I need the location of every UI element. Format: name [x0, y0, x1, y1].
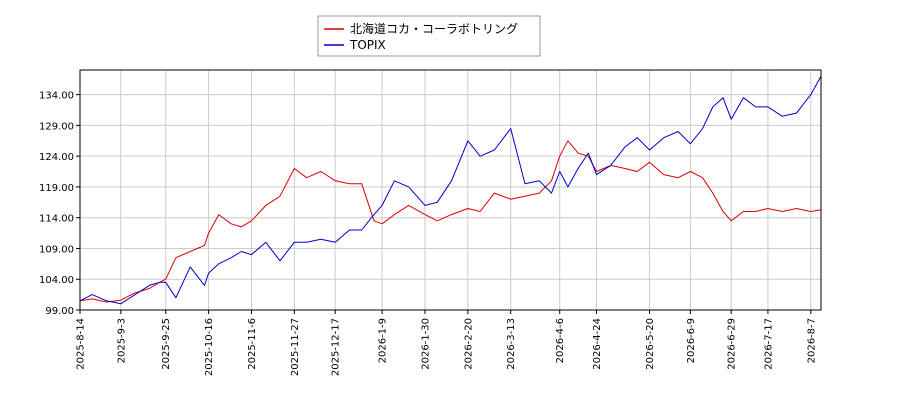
- x-tick-label: 2026-3-13: [506, 318, 517, 370]
- y-tick-label: 129.00: [39, 121, 74, 132]
- legend: 北海道コカ・コーラボトリング TOPIX: [317, 15, 541, 57]
- series-line-hokkaido: [79, 140, 822, 303]
- y-tick-label: 119.00: [39, 183, 74, 194]
- x-tick-label: 2026-4-24: [592, 318, 603, 370]
- x-tick-label: 2025-9-25: [161, 318, 172, 370]
- x-axis: 2025-8-14 2025-9-3 2025-9-25 2025-10-16 2025…: [76, 310, 817, 376]
- x-tick-label: 2025-9-3: [116, 318, 127, 363]
- y-tick-label: 134.00: [39, 91, 74, 102]
- x-tick-label: 2026-6-29: [727, 318, 738, 370]
- y-tick-label: 124.00: [39, 152, 74, 163]
- x-tick-label: 2025-12-17: [331, 318, 342, 376]
- x-tick-label: 2026-5-20: [645, 318, 656, 370]
- legend-label-topix: TOPIX: [349, 38, 386, 52]
- y-tick-label: 99.00: [45, 306, 74, 317]
- x-tick-label: 2026-2-20: [463, 318, 474, 370]
- x-tick-label: 2025-11-27: [290, 318, 301, 376]
- grid-lines: [79, 70, 821, 311]
- x-tick-label: 2026-8-7: [806, 318, 817, 363]
- y-axis: 99.00 104.00 109.00 114.00 119.00 124.00 129.0…: [39, 91, 80, 317]
- x-tick-label: 2025-8-14: [76, 318, 87, 370]
- legend-box: [317, 15, 541, 57]
- x-tick-label: 2025-11-6: [247, 318, 258, 370]
- y-tick-label: 104.00: [39, 275, 74, 286]
- x-tick-label: 2026-4-6: [555, 318, 566, 363]
- legend-label-hokkaido: 北海道コカ・コーラボトリング: [350, 21, 518, 36]
- y-tick-label: 114.00: [39, 214, 74, 225]
- x-tick-label: 2026-1-30: [420, 318, 431, 370]
- x-tick-label: 2026-7-17: [763, 318, 774, 370]
- y-tick-label: 109.00: [39, 244, 74, 255]
- x-tick-label: 2025-10-16: [204, 318, 215, 376]
- x-tick-label: 2026-1-9: [378, 318, 389, 363]
- series-line-topix: [79, 75, 822, 305]
- x-tick-label: 2026-6-9: [686, 318, 697, 363]
- series-layer: [79, 75, 822, 305]
- plot-frame: [79, 69, 822, 311]
